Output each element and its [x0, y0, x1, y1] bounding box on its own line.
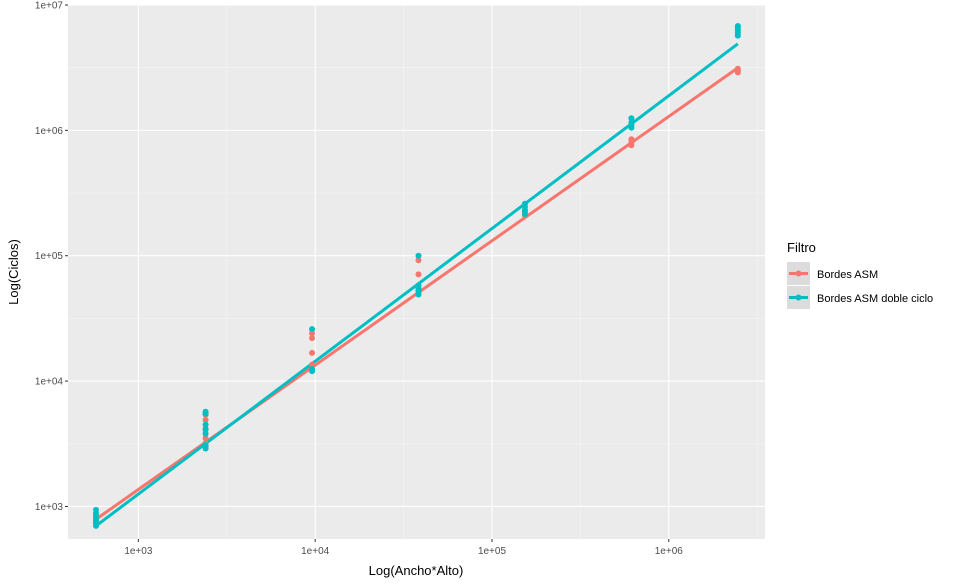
x-tick-label: 1e+05: [478, 546, 507, 557]
data-point-bordes-asm-doble-ciclo: [309, 326, 316, 333]
data-point-bordes-asm-doble-ciclo: [202, 430, 209, 437]
data-points: [93, 22, 741, 529]
data-point-bordes-asm: [309, 335, 316, 342]
y-tick-label: 1e+06: [35, 126, 64, 137]
y-tick-label: 1e+04: [35, 377, 64, 388]
y-tick-label: 1e+07: [35, 1, 64, 12]
data-point-bordes-asm-doble-ciclo: [628, 115, 635, 122]
grid-minor: [68, 5, 765, 539]
data-point-bordes-asm-doble-ciclo: [415, 252, 422, 259]
data-point-bordes-asm-doble-ciclo: [202, 421, 209, 428]
data-point-bordes-asm: [415, 271, 422, 278]
x-axis-title: Log(Ancho*Alto): [369, 563, 464, 578]
y-axis-ticks: 1e+03 1e+04 1e+05 1e+06 1e+07: [35, 1, 68, 513]
data-point-bordes-asm: [202, 416, 209, 423]
data-point-bordes-asm: [628, 136, 635, 143]
panel-background: [68, 5, 765, 539]
data-point-bordes-asm: [202, 435, 209, 442]
data-point-bordes-asm-doble-ciclo: [521, 200, 528, 207]
data-point-bordes-asm: [415, 257, 422, 264]
x-axis-ticks: 1e+03 1e+04 1e+05 1e+06: [124, 539, 683, 557]
legend-label-bordes-asm-doble-ciclo: Bordes ASM doble ciclo: [817, 293, 933, 305]
data-point-bordes-asm: [309, 361, 316, 368]
y-tick-label: 1e+05: [35, 251, 64, 262]
y-tick-label: 1e+03: [35, 502, 64, 513]
x-tick-label: 1e+06: [655, 546, 684, 557]
legend: Filtro Bordes ASM Bordes ASM doble ciclo: [787, 240, 933, 309]
data-point-bordes-asm-doble-ciclo: [734, 22, 741, 29]
legend-label-bordes-asm: Bordes ASM: [817, 269, 878, 281]
data-point-bordes-asm-doble-ciclo: [202, 426, 209, 433]
legend-key-point-bordes-asm: [795, 270, 802, 277]
data-point-bordes-asm: [309, 349, 316, 356]
y-axis-title: Log(Ciclos): [6, 239, 21, 305]
data-point-bordes-asm-doble-ciclo: [93, 506, 100, 513]
x-tick-label: 1e+04: [301, 546, 330, 557]
x-tick-label: 1e+03: [124, 546, 153, 557]
legend-title: Filtro: [787, 240, 816, 255]
legend-key-point-bordes-asm-doble-ciclo: [795, 294, 802, 301]
data-point-bordes-asm: [734, 65, 741, 72]
data-point-bordes-asm-doble-ciclo: [415, 282, 422, 289]
data-point-bordes-asm-doble-ciclo: [202, 441, 209, 448]
data-point-bordes-asm-doble-ciclo: [202, 408, 209, 415]
data-point-bordes-asm: [309, 330, 316, 337]
data-point-bordes-asm-doble-ciclo: [628, 119, 635, 126]
data-point-bordes-asm-doble-ciclo: [309, 365, 316, 372]
